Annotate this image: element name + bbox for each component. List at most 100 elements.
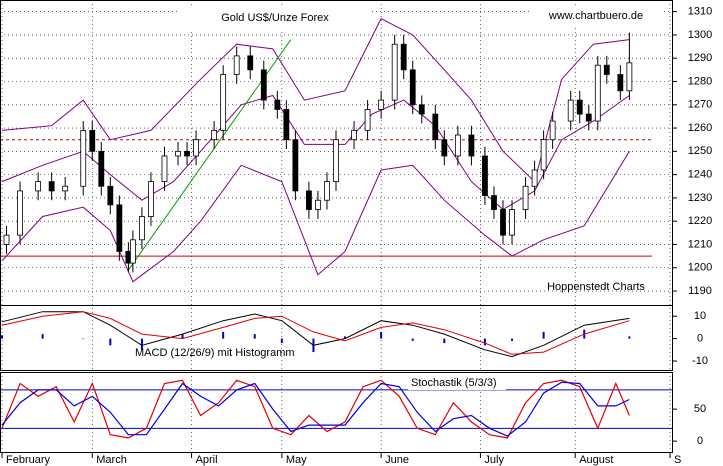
candle-body <box>260 69 267 101</box>
x-tick-label: August <box>579 454 613 466</box>
candle-body <box>247 55 254 71</box>
y-tick-label: 1230 <box>688 192 712 204</box>
macd-label: MACD (12/26/9) mit Histogramm <box>135 347 295 359</box>
candle-body <box>48 181 55 192</box>
candle-body <box>62 185 69 192</box>
x-tick-label: May <box>286 454 307 466</box>
candle-body <box>482 155 488 196</box>
macd-line <box>1 311 630 355</box>
title-background <box>178 6 372 30</box>
candle-body <box>626 62 633 92</box>
stochastic-line <box>1 381 630 437</box>
candle-body <box>500 209 506 236</box>
macd-histogram-bar <box>443 338 446 344</box>
candle-body <box>594 64 601 122</box>
stochastic-frame <box>0 372 673 453</box>
macd-histogram-bar <box>109 338 112 346</box>
candle-body <box>306 190 312 210</box>
macd-histogram-bar <box>483 338 486 346</box>
x-tick-label: July <box>484 454 504 466</box>
candle-body <box>531 169 538 187</box>
macd-histogram-bar <box>181 334 184 339</box>
x-tick-label: June <box>385 454 409 466</box>
y-tick-label: 1200 <box>688 262 712 274</box>
macd-histogram-bar <box>140 338 143 350</box>
y-tick-label: 0 <box>697 435 703 447</box>
macd-histogram-bar <box>222 331 225 339</box>
candle-body <box>567 99 574 122</box>
candle-body <box>233 55 240 75</box>
stochastic-label-background <box>408 376 506 390</box>
candle-body <box>522 185 529 210</box>
y-tick-label: 1290 <box>688 52 712 64</box>
candle-body <box>432 113 439 141</box>
candle-body <box>351 129 357 141</box>
macd-histogram-bar <box>511 338 514 341</box>
candle-body <box>491 195 497 210</box>
source-background <box>530 5 662 25</box>
candle-body <box>35 181 42 192</box>
candle-body <box>585 113 592 122</box>
credit: Hoppenstedt Charts <box>547 281 645 293</box>
x-tick-label: April <box>196 454 218 466</box>
stochastic-label: Stochastik (5/3/3) <box>411 377 497 389</box>
macd-histogram-bar <box>380 331 383 339</box>
y-tick-label: 10 <box>694 310 706 322</box>
candle-body <box>89 129 96 152</box>
y-tick-label: 0 <box>697 333 703 345</box>
stochastic-line <box>1 379 630 439</box>
y-tick-label: 50 <box>694 403 706 415</box>
macd-histogram-bar <box>82 338 85 340</box>
bollinger-band <box>1 151 630 283</box>
candle-body <box>3 234 10 245</box>
x-tick-label: February <box>6 454 51 466</box>
candle-body <box>80 129 87 187</box>
chart-title: Gold US$/Unze Forex <box>221 12 329 24</box>
candle-body <box>509 209 515 236</box>
candle-body <box>211 129 218 141</box>
candle-body <box>333 139 339 183</box>
source: www.chartbuero.de <box>548 10 643 22</box>
y-tick-label: 1310 <box>688 6 712 18</box>
candle-body <box>409 69 416 106</box>
candle-body <box>400 43 407 71</box>
candle-body <box>193 139 199 157</box>
candle-body <box>603 64 610 75</box>
candle-body <box>576 99 583 115</box>
candle-body <box>468 134 475 157</box>
candle-body <box>283 109 290 141</box>
candle-body <box>274 99 281 110</box>
macd-histogram-bar <box>41 334 44 339</box>
candle-body <box>148 181 154 217</box>
macd-histogram-bar <box>1 335 3 339</box>
y-tick-label: -10 <box>692 355 708 367</box>
y-tick-label: 1260 <box>688 122 712 134</box>
macd-line <box>1 311 630 358</box>
candle-body <box>292 139 299 192</box>
candle-body <box>220 74 227 131</box>
macd-histogram-bar <box>344 336 347 339</box>
x-tick-label: March <box>96 454 127 466</box>
macd-histogram-bar <box>280 338 283 344</box>
candle-body <box>129 239 136 264</box>
y-tick-label: 1250 <box>688 145 712 157</box>
macd-histogram-bar <box>542 331 545 339</box>
candle-body <box>116 204 123 252</box>
y-tick-label: 1300 <box>688 29 712 41</box>
candle-body <box>418 104 425 115</box>
candle-body <box>549 120 556 141</box>
candle-body <box>175 150 181 157</box>
candle-body <box>378 99 385 110</box>
candle-body <box>617 74 624 92</box>
candle-body <box>107 185 114 206</box>
candle-body <box>441 139 448 157</box>
candle-body <box>454 134 461 157</box>
y-tick-label: 1190 <box>688 285 712 297</box>
y-tick-label: 1270 <box>688 99 712 111</box>
y-tick-label: 1240 <box>688 169 712 181</box>
bollinger-band <box>1 94 630 211</box>
macd-histogram-bar <box>253 334 256 339</box>
x-tick-label: S <box>674 454 681 466</box>
